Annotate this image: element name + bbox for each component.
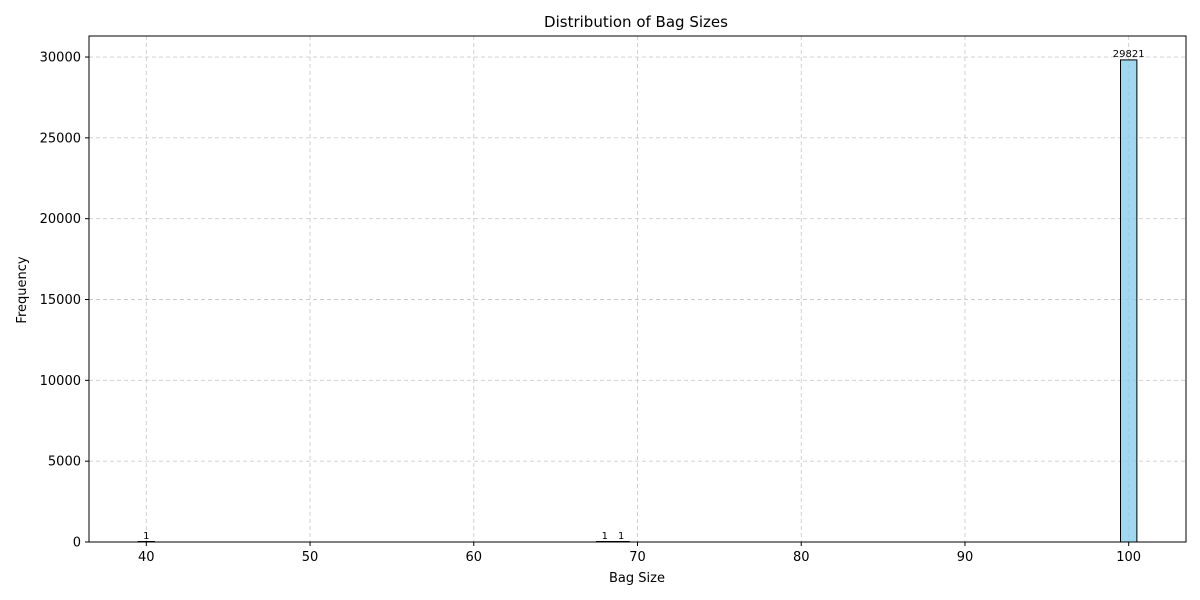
y-tick-label: 30000	[40, 51, 81, 66]
y-tick-label: 20000	[40, 212, 81, 227]
x-tick-label: 80	[793, 550, 810, 565]
x-axis-ticks: 40 50 60 70 80 90 100	[138, 542, 1141, 565]
y-tick-label: 25000	[40, 131, 81, 146]
x-tick-label: 60	[465, 550, 482, 565]
grid-lines	[89, 36, 1186, 543]
chart-title: Distribution of Bag Sizes	[544, 13, 728, 31]
x-tick-label: 70	[629, 550, 646, 565]
bar-data-label: 29821	[1113, 49, 1145, 60]
y-tick-label: 15000	[40, 293, 81, 308]
bar-data-label: 1	[602, 531, 608, 542]
bar-data-label: 1	[143, 531, 149, 542]
y-tick-label: 10000	[40, 374, 81, 389]
x-tick-label: 40	[138, 550, 155, 565]
histogram-bars	[137, 59, 1138, 543]
x-tick-label: 90	[957, 550, 974, 565]
x-tick-label: 100	[1116, 550, 1141, 565]
y-axis-label: Frequency	[15, 256, 30, 323]
y-axis-ticks: 0 5000 10000 15000 20000 25000 30000	[40, 51, 89, 551]
x-axis-label: Bag Size	[609, 571, 665, 586]
x-tick-label: 50	[302, 550, 319, 565]
y-tick-label: 0	[73, 536, 81, 551]
plot-frame	[88, 35, 1187, 543]
histogram-bar	[1120, 59, 1138, 543]
y-tick-label: 5000	[48, 455, 81, 470]
bar-data-label: 1	[618, 531, 624, 542]
